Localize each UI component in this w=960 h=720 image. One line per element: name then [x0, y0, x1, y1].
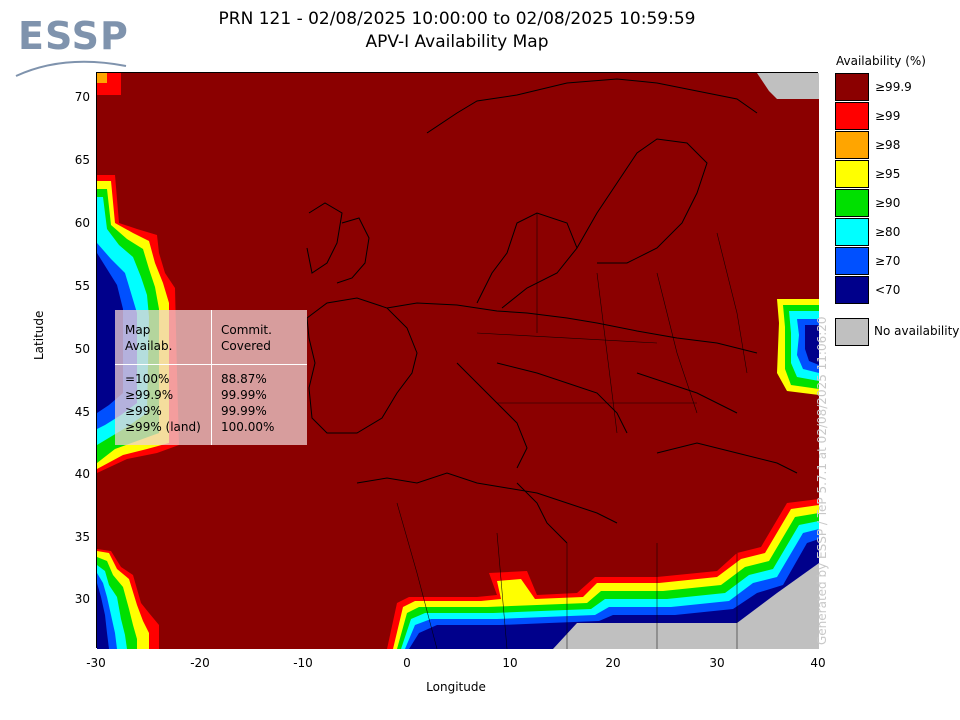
y-tick-label: 40: [74, 467, 90, 481]
y-tick-label: 65: [74, 153, 90, 167]
stats-row-availability: ≥99% (land): [125, 420, 201, 434]
legend-swatch: [835, 247, 869, 275]
stats-row-covered: 100.00%: [221, 420, 275, 434]
legend-label: ≥90: [875, 196, 901, 210]
legend-label: ≥99: [875, 109, 901, 123]
stats-row-availability: =100%: [125, 372, 170, 386]
stats-header-map-line2: Availab.: [125, 339, 173, 353]
stats-row-covered: 99.99%: [221, 404, 267, 418]
legend-title: Availability (%): [836, 54, 926, 68]
x-tick-label: -20: [190, 656, 210, 670]
x-tick-label: 0: [403, 656, 411, 670]
essp-logo: ESSP: [14, 14, 134, 84]
legend-swatch: [835, 131, 869, 159]
legend-label: ≥70: [875, 254, 901, 268]
y-tick-label: 60: [74, 216, 90, 230]
coverage-stats-table: Map Availab. Commit. Covered =100% 88.87…: [115, 310, 307, 445]
x-tick-label: -30: [86, 656, 106, 670]
legend-label: ≥80: [875, 225, 901, 239]
generated-by-watermark: Generated by ESSP / TeP 5.7.1 at 02/08/2…: [815, 316, 829, 645]
x-tick-label: 40: [810, 656, 826, 670]
stats-header-covered-line1: Commit.: [221, 323, 272, 337]
y-tick-label: 55: [74, 279, 90, 293]
x-tick-label: -10: [293, 656, 313, 670]
x-tick-label: 10: [502, 656, 518, 670]
stats-divider-vertical: [211, 310, 212, 445]
legend-swatch: [835, 218, 869, 246]
y-tick-label: 50: [74, 342, 90, 356]
legend-swatch-no-availability: [835, 318, 869, 346]
x-tick-label: 30: [709, 656, 725, 670]
stats-row-availability: ≥99.9%: [125, 388, 174, 402]
logo-swoosh-icon: [15, 60, 127, 77]
y-tick-label: 35: [74, 530, 90, 544]
legend-label-no-availability: No availability: [874, 324, 960, 338]
x-tick-label: 20: [605, 656, 621, 670]
legend-label: ≥99.9: [875, 80, 912, 94]
legend-swatch: [835, 276, 869, 304]
x-axis-label: Longitude: [426, 680, 486, 694]
map-title-line2: APV-I Availability Map: [365, 32, 549, 52]
legend-swatch: [835, 160, 869, 188]
stats-row-availability: ≥99%: [125, 404, 162, 418]
y-tick-label: 45: [74, 405, 90, 419]
stats-header-map-line1: Map: [125, 323, 151, 337]
legend-label: ≥98: [875, 138, 901, 152]
y-tick-label: 70: [74, 90, 90, 104]
legend-swatch: [835, 102, 869, 130]
map-title-line1: PRN 121 - 02/08/2025 10:00:00 to 02/08/2…: [218, 9, 696, 29]
stats-row-covered: 88.87%: [221, 372, 267, 386]
stats-divider-horizontal: [115, 364, 307, 365]
legend-swatch: [835, 73, 869, 101]
legend-label: <70: [875, 283, 901, 297]
legend-swatch: [835, 189, 869, 217]
logo-text: ESSP: [18, 14, 129, 58]
legend-label: ≥95: [875, 167, 901, 181]
y-axis-label: Latitude: [32, 310, 46, 360]
stats-row-covered: 99.99%: [221, 388, 267, 402]
stats-header-covered-line2: Covered: [221, 339, 271, 353]
y-tick-label: 30: [74, 592, 90, 606]
